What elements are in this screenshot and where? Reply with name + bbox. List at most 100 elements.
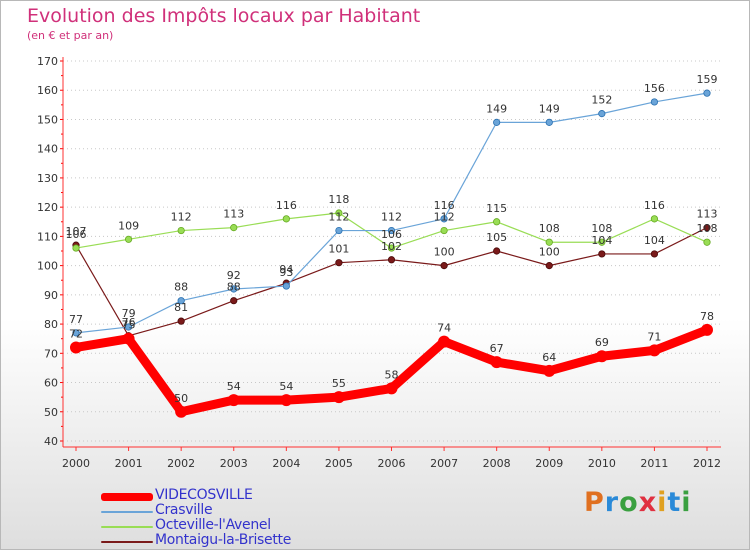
- series-point-1: [282, 282, 290, 290]
- data-label: 88: [174, 281, 188, 294]
- data-label: 152: [591, 94, 612, 107]
- data-label: 113: [223, 208, 244, 221]
- series-point-1: [335, 226, 343, 235]
- data-label: 55: [332, 377, 346, 390]
- data-label: 77: [69, 313, 83, 326]
- series-point-0: [227, 394, 240, 407]
- legend-swatch-videcosville: [101, 493, 153, 501]
- data-label: 67: [490, 342, 504, 355]
- series-point-3: [650, 250, 659, 258]
- data-label: 79: [122, 307, 136, 320]
- legend-label-octeville: Octeville-l'Avenel: [155, 517, 271, 533]
- series-point-2: [493, 218, 501, 226]
- series-point-2: [545, 238, 553, 246]
- logo-letter: x: [638, 487, 658, 518]
- series-point-1: [124, 323, 133, 331]
- y-tick-label: 60: [44, 377, 58, 390]
- data-label: 101: [328, 243, 349, 256]
- data-label: 149: [486, 102, 507, 115]
- data-label: 64: [542, 351, 556, 364]
- series-point-0: [175, 405, 188, 418]
- logo-letter: r: [604, 487, 620, 518]
- y-tick-label: 40: [44, 435, 58, 448]
- x-tick-label: 2005: [325, 457, 353, 470]
- series-point-0: [332, 391, 345, 404]
- series-point-3: [493, 247, 501, 255]
- chart-subtitle: (en € et par an): [27, 29, 114, 42]
- logo-letter: i: [657, 487, 668, 518]
- logo-letter: o: [619, 487, 639, 518]
- data-label: 105: [486, 231, 507, 244]
- data-label: 71: [647, 330, 661, 343]
- series-point-3: [230, 297, 238, 305]
- x-tick-label: 2011: [640, 457, 668, 470]
- series-point-0: [701, 323, 713, 336]
- series-point-0: [543, 364, 556, 377]
- data-label: 94: [279, 263, 293, 276]
- legend-label-videcosville: VIDECOSVILLE: [155, 487, 253, 503]
- legend-swatch-montaigu: [101, 541, 153, 543]
- data-label: 112: [171, 211, 192, 224]
- series-point-3: [545, 262, 553, 270]
- data-label: 156: [644, 82, 665, 95]
- y-tick-label: 130: [37, 172, 58, 185]
- series-point-2: [598, 238, 606, 246]
- grid-lines: [63, 60, 721, 442]
- series-point-2: [177, 226, 185, 235]
- series-point-0: [70, 341, 82, 354]
- series-point-1: [545, 118, 553, 126]
- series-point-1: [177, 297, 185, 305]
- series-point-1: [440, 215, 448, 223]
- data-label: 104: [591, 234, 612, 247]
- data-label: 74: [437, 322, 451, 335]
- y-tick-label: 150: [37, 113, 58, 126]
- series-point-1: [650, 98, 659, 106]
- series-layer: [70, 89, 713, 418]
- series-point-2: [650, 215, 659, 223]
- data-label: 108: [697, 222, 718, 235]
- series-point-3: [177, 317, 185, 325]
- data-label: 118: [328, 193, 349, 206]
- x-tick-label: 2002: [167, 457, 195, 470]
- series-point-0: [595, 350, 608, 363]
- x-tick-label: 2003: [220, 457, 248, 470]
- logo-letter: P: [584, 487, 605, 518]
- legend-item-octeville: Octeville-l'Avenel: [101, 517, 401, 536]
- data-label: 54: [227, 380, 241, 393]
- y-tick-label: 50: [44, 406, 58, 419]
- data-label: 107: [66, 225, 87, 238]
- x-tick-label: 2008: [483, 457, 511, 470]
- series-point-2: [440, 226, 448, 235]
- series-point-1: [230, 285, 238, 293]
- proxiti-logo: Proxiti: [584, 487, 692, 518]
- x-tick-label: 2007: [430, 457, 458, 470]
- data-label: 54: [279, 380, 293, 393]
- series-point-2: [230, 224, 238, 232]
- data-label: 81: [174, 301, 188, 314]
- data-label: 100: [539, 246, 560, 259]
- series-point-2: [124, 235, 133, 243]
- data-label: 72: [69, 327, 83, 340]
- data-label: 113: [697, 208, 718, 221]
- axes: 40 50 60 70 80 90 100 110 120 130 140 150 160 170 2000…: [37, 55, 721, 470]
- legend-swatch-crasville: [101, 511, 153, 513]
- legend-item-montaigu: Montaigu-la-Brisette: [101, 532, 401, 551]
- y-tick-label: 70: [44, 347, 58, 360]
- data-label: 100: [434, 246, 455, 259]
- y-tick-label: 80: [44, 318, 58, 331]
- data-label: 108: [591, 222, 612, 235]
- series-point-2: [72, 244, 80, 252]
- series-point-1: [703, 89, 711, 97]
- x-tick-label: 2001: [115, 457, 143, 470]
- data-label: 108: [539, 222, 560, 235]
- data-label: 78: [700, 310, 714, 323]
- x-tick-label: 2012: [693, 457, 721, 470]
- data-label: 75: [122, 319, 136, 332]
- x-tick-label: 2009: [535, 457, 563, 470]
- y-tick-label: 120: [37, 201, 58, 214]
- series-point-3: [440, 262, 448, 270]
- data-label: 92: [227, 269, 241, 282]
